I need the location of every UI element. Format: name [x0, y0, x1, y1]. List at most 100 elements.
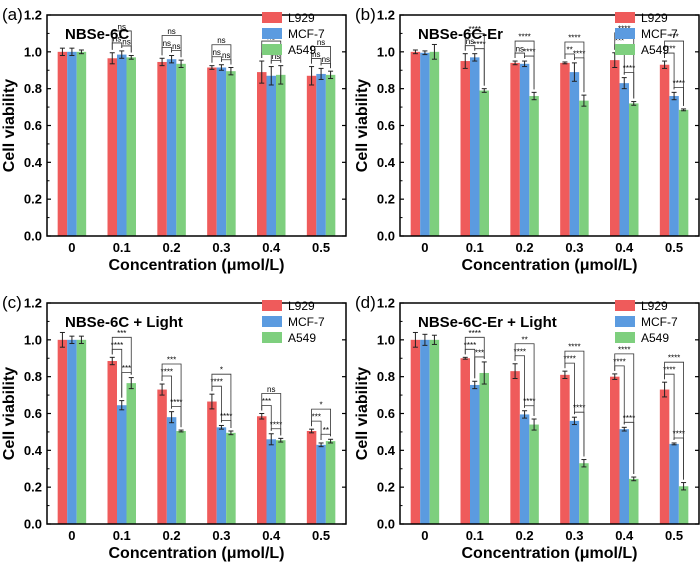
significance-label: *** [122, 364, 131, 373]
significance-label: ns [312, 50, 320, 59]
bar [316, 73, 326, 236]
y-tick-label: 0.4 [377, 155, 396, 170]
significance-label: ns [516, 45, 524, 54]
significance-bracket [311, 58, 322, 66]
bar [610, 376, 620, 524]
significance-bracket [564, 350, 585, 457]
significance-label: *** [167, 356, 176, 365]
significance-bracket [161, 47, 172, 56]
bar [429, 51, 440, 237]
legend-swatch [615, 12, 635, 23]
legend-label: L929 [641, 11, 668, 25]
bar [325, 441, 336, 524]
y-tick-label: 0.0 [24, 517, 42, 532]
significance-bracket [211, 56, 222, 63]
significance-bracket [221, 59, 232, 65]
y-tick-label: 1.2 [377, 8, 395, 23]
bar [629, 478, 639, 524]
significance-label: **** [663, 366, 675, 375]
significance-label: **** [623, 64, 635, 73]
bar [117, 405, 127, 524]
y-tick-label: 0.6 [24, 406, 42, 421]
bar [429, 339, 440, 524]
legend-swatch [615, 44, 635, 55]
bar [216, 67, 227, 236]
x-tick-label: 0.5 [665, 528, 683, 543]
bar [678, 486, 689, 524]
bar [157, 389, 167, 524]
y-tick-label: 1.0 [377, 332, 395, 347]
x-tick-label: 0.2 [163, 528, 181, 543]
significance-label: *** [615, 36, 624, 45]
legend-label: MCF-7 [641, 27, 678, 41]
bar [659, 389, 670, 524]
bar [678, 109, 689, 236]
panel-label: (a) [2, 5, 23, 24]
bar [176, 63, 186, 236]
legend-swatch [615, 332, 635, 343]
chart-title: NBSe-6C-Er [418, 26, 503, 43]
bar [560, 62, 570, 237]
bar [619, 429, 629, 524]
chart-panel: (c) 0.0 0.2 0.4 0.6 0.8 1.0 1.2 Cell viability 0 0… [1, 293, 347, 562]
significance-label: **** [563, 355, 575, 364]
significance-label: **** [523, 48, 535, 57]
x-tick-label: 0.1 [113, 240, 131, 255]
y-tick-label: 0.8 [377, 81, 395, 96]
significance-label: **** [270, 420, 282, 429]
significance-label: ns [122, 37, 130, 46]
significance-label: ns [466, 37, 474, 46]
bar [669, 96, 679, 237]
bar [470, 384, 480, 524]
significance-label: *** [262, 397, 271, 406]
y-tick-label: 0.2 [24, 480, 42, 495]
legend-swatch [262, 28, 282, 39]
x-axis-title: Concentration (μmol/L) [462, 257, 638, 274]
legend-swatch [262, 12, 282, 23]
bar [410, 51, 421, 237]
bar [569, 72, 580, 236]
bar [529, 424, 539, 524]
bar [306, 75, 317, 237]
significance-label: **** [668, 354, 680, 363]
significance-bracket [514, 343, 535, 417]
significance-bracket [664, 361, 684, 480]
x-tick-label: 0 [421, 240, 428, 255]
bar [207, 401, 217, 524]
significance-label: **** [473, 40, 485, 49]
significance-label: **** [663, 45, 675, 54]
bar [669, 443, 679, 524]
significance-label: **** [623, 414, 635, 423]
significance-bracket [311, 408, 331, 437]
bar [276, 440, 286, 524]
legend-label: MCF-7 [641, 315, 678, 329]
significance-label: **** [170, 398, 182, 407]
x-tick-label: 0 [421, 528, 428, 543]
significance-bracket [111, 30, 132, 53]
significance-bracket [261, 393, 282, 436]
bar [67, 51, 77, 237]
y-tick-label: 0.4 [24, 155, 43, 170]
bar [510, 371, 520, 524]
legend-swatch [615, 300, 635, 311]
bar [579, 463, 589, 524]
significance-bracket [171, 50, 182, 58]
y-axis-title: Cell viability [1, 79, 18, 172]
significance-label: **** [573, 49, 585, 58]
bar [460, 358, 470, 524]
bar [226, 71, 236, 236]
significance-label: ** [521, 335, 527, 344]
bar [479, 372, 489, 524]
significance-label: **** [469, 329, 481, 338]
significance-label: **** [673, 429, 685, 438]
significance-label: **** [573, 404, 585, 413]
bar [126, 383, 136, 524]
chart-title: NBSe-6C [65, 26, 129, 43]
significance-bracket [664, 40, 684, 106]
x-tick-label: 0.1 [466, 528, 484, 543]
significance-bracket [211, 373, 232, 428]
significance-label: ns [172, 42, 180, 51]
bar [57, 51, 68, 237]
plot-frame [399, 14, 700, 237]
bar [510, 62, 520, 237]
